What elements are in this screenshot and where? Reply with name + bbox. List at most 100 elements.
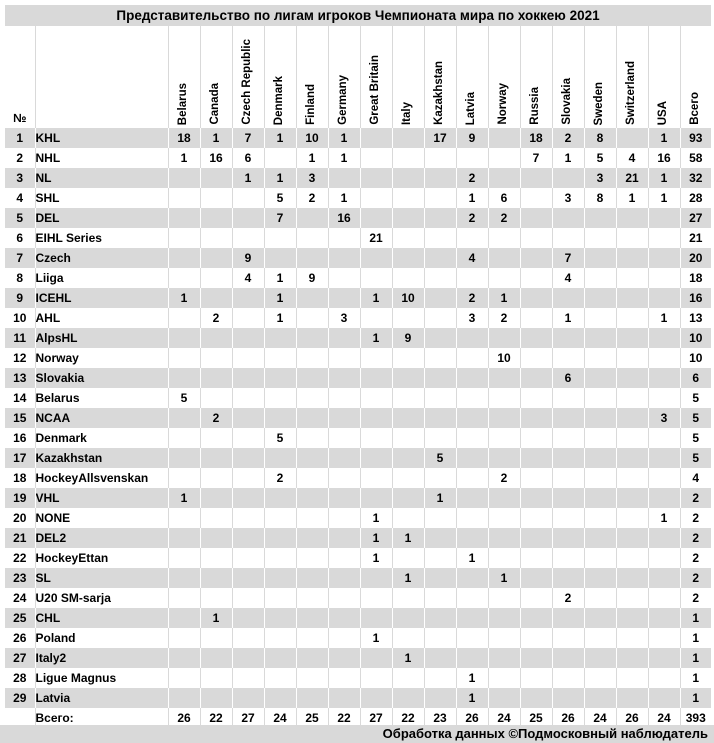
value-cell: [583, 368, 616, 388]
league-name-cell: Kazakhstan: [34, 448, 168, 468]
value-cell: [167, 168, 200, 188]
value-cell: [327, 248, 360, 268]
value-cell: 2: [455, 288, 488, 308]
value-cell: [359, 368, 392, 388]
table-row: 19 VHL 1 1 2: [5, 488, 711, 508]
value-cell: 1: [167, 288, 200, 308]
column-header: Finland: [295, 26, 328, 128]
value-cell: [551, 408, 584, 428]
value-cell: [455, 608, 488, 628]
value-cell: [199, 368, 232, 388]
value-cell: [391, 388, 424, 408]
value-cell: [391, 468, 424, 488]
value-cell: [519, 528, 552, 548]
value-cell: [199, 248, 232, 268]
row-number-cell: 2: [5, 148, 35, 168]
value-cell: [167, 428, 200, 448]
row-number-cell: 14: [5, 388, 35, 408]
value-cell: [647, 628, 680, 648]
value-cell: 1: [455, 688, 488, 708]
value-cell: 1: [359, 288, 392, 308]
column-header-label: Russia: [529, 87, 542, 125]
value-cell: [423, 588, 456, 608]
row-total-cell: 32: [679, 168, 711, 188]
league-name-cell: AlpsHL: [34, 328, 168, 348]
league-name-cell: HockeyAllsvenskan: [34, 468, 168, 488]
row-number-cell: 29: [5, 688, 35, 708]
value-cell: [647, 488, 680, 508]
value-cell: [263, 148, 296, 168]
value-cell: [391, 428, 424, 448]
value-cell: [295, 308, 328, 328]
value-cell: [167, 688, 200, 708]
row-total-cell: 13: [679, 308, 711, 328]
value-cell: [327, 488, 360, 508]
value-cell: [167, 368, 200, 388]
value-cell: [423, 648, 456, 668]
value-cell: [263, 228, 296, 248]
value-cell: 1: [647, 508, 680, 528]
value-cell: [647, 468, 680, 488]
value-cell: [423, 268, 456, 288]
table-row: 29 Latvia 1 1: [5, 688, 711, 708]
value-cell: 2: [455, 208, 488, 228]
league-name-cell: HockeyEttan: [34, 548, 168, 568]
value-cell: [167, 608, 200, 628]
value-cell: [199, 528, 232, 548]
value-cell: [327, 548, 360, 568]
value-cell: [519, 548, 552, 568]
value-cell: 7: [231, 128, 264, 148]
footer-credit: Обработка данных ©Подмосковный наблюдате…: [0, 725, 714, 743]
value-cell: [295, 328, 328, 348]
value-cell: [423, 468, 456, 488]
table-row: 7 Czech 9 4 7 20: [5, 248, 711, 268]
value-cell: [167, 308, 200, 328]
column-total-cell: 25: [295, 708, 328, 728]
value-cell: 1: [615, 188, 648, 208]
value-cell: [391, 548, 424, 568]
value-cell: [551, 488, 584, 508]
value-cell: 3: [647, 408, 680, 428]
value-cell: [199, 568, 232, 588]
value-cell: [231, 208, 264, 228]
value-cell: 1: [487, 568, 520, 588]
value-cell: [615, 328, 648, 348]
value-cell: [423, 188, 456, 208]
value-cell: [615, 348, 648, 368]
row-number-cell: 21: [5, 528, 35, 548]
row-number-cell: 15: [5, 408, 35, 428]
value-cell: [455, 508, 488, 528]
value-cell: 17: [423, 128, 456, 148]
column-header-label: Denmark: [273, 75, 286, 125]
value-cell: [263, 648, 296, 668]
row-total-cell: 18: [679, 268, 711, 288]
value-cell: [167, 208, 200, 228]
value-cell: [583, 668, 616, 688]
value-cell: [263, 668, 296, 688]
value-cell: [231, 328, 264, 348]
column-total-cell: 23: [423, 708, 456, 728]
row-number-cell: 25: [5, 608, 35, 628]
value-cell: [647, 288, 680, 308]
column-header: Belarus: [167, 26, 200, 128]
value-cell: [615, 368, 648, 388]
value-cell: [487, 328, 520, 348]
league-name-cell: NONE: [34, 508, 168, 528]
value-cell: [615, 588, 648, 608]
value-cell: [199, 288, 232, 308]
value-cell: [583, 588, 616, 608]
value-cell: [551, 568, 584, 588]
value-cell: [615, 528, 648, 548]
value-cell: [295, 628, 328, 648]
value-cell: [327, 328, 360, 348]
value-cell: [519, 408, 552, 428]
column-total-cell: 26: [615, 708, 648, 728]
table-row: 15 NCAA 2 3 5: [5, 408, 711, 428]
value-cell: [551, 648, 584, 668]
value-cell: [359, 208, 392, 228]
value-cell: [455, 468, 488, 488]
value-cell: [167, 228, 200, 248]
value-cell: [231, 388, 264, 408]
value-cell: 3: [583, 168, 616, 188]
value-cell: [519, 248, 552, 268]
